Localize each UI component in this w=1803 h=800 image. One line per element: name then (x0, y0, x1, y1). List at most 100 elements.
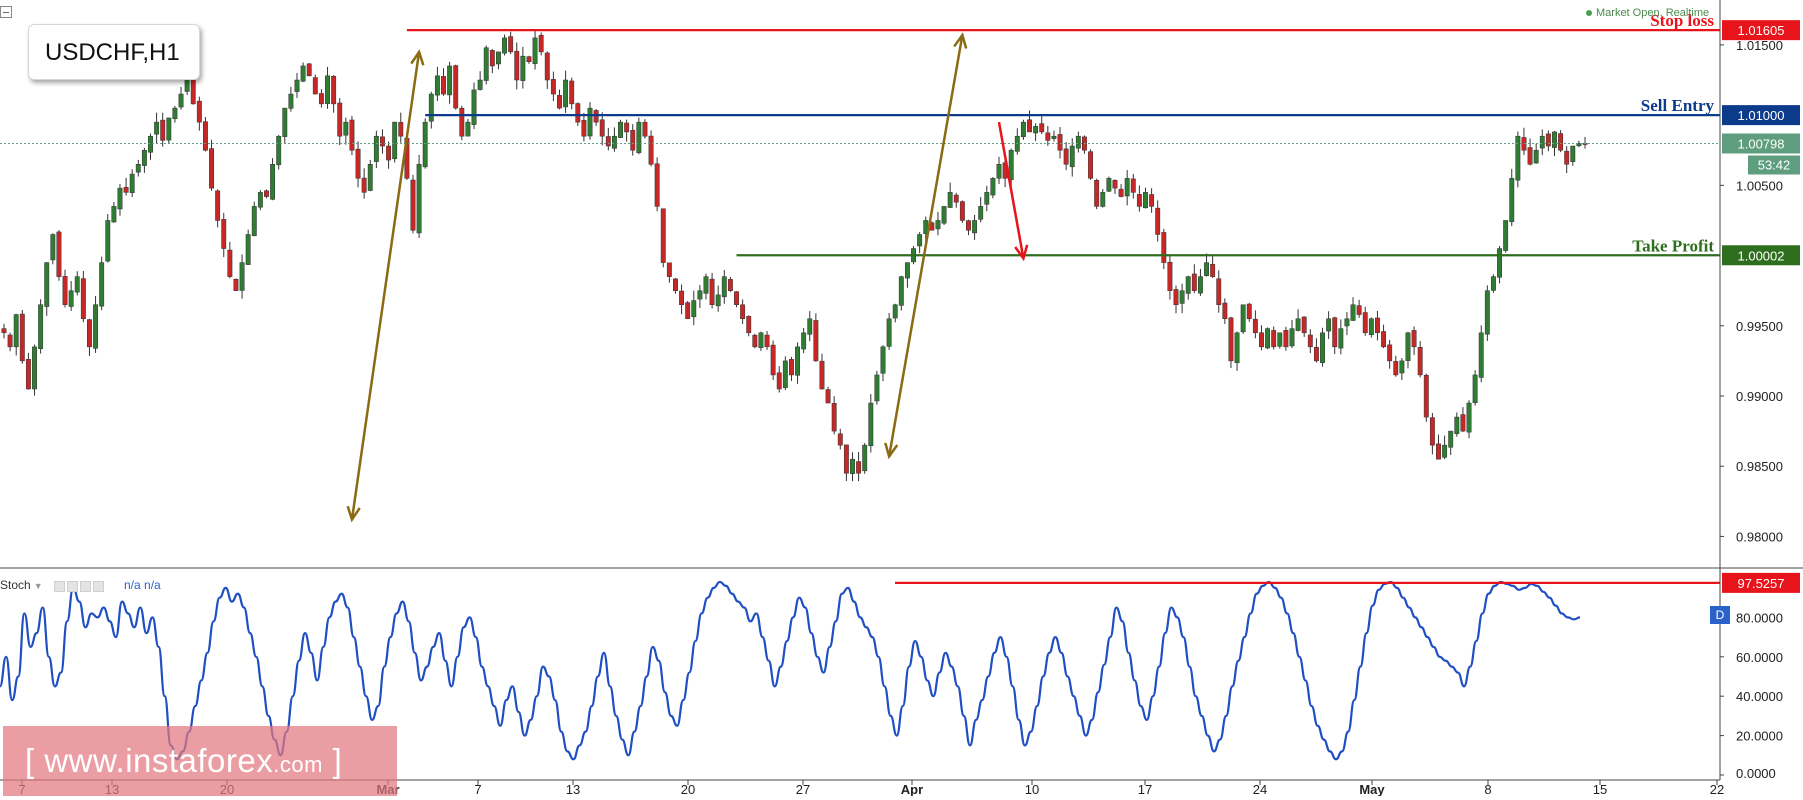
candle-body (1307, 334, 1313, 348)
candle-body (1472, 374, 1478, 404)
candle (593, 109, 599, 126)
candle-body (538, 35, 544, 53)
candle-body (453, 65, 459, 109)
candle (862, 442, 868, 474)
stoch-tick-label: 20.0000 (1736, 729, 1783, 744)
candle (856, 452, 862, 482)
candle (947, 182, 953, 208)
more-icon[interactable] (93, 581, 104, 592)
candle-body (1466, 402, 1472, 433)
level-name-stop: Stop loss (1650, 11, 1714, 30)
eye-icon[interactable] (54, 581, 65, 592)
candle-body (477, 79, 483, 90)
candle-body (1051, 135, 1057, 139)
indicator-values: n/a n/a (124, 578, 161, 592)
candle-body (502, 37, 507, 54)
candle-body (654, 163, 660, 207)
candle (1179, 283, 1185, 314)
candle-body (367, 164, 373, 191)
candle (959, 200, 965, 223)
candle-body (129, 173, 135, 193)
level-name-profit: Take Profit (1632, 236, 1714, 255)
candle (917, 232, 923, 254)
candle (1326, 311, 1332, 339)
settings-icon[interactable] (67, 581, 78, 592)
candle-body (1185, 276, 1191, 294)
candle (306, 63, 312, 77)
candle-body (306, 63, 312, 77)
candle (32, 344, 37, 396)
candle (807, 311, 813, 342)
candle-body (318, 93, 324, 105)
candle (776, 366, 782, 393)
candle (1020, 119, 1026, 140)
candle-body (550, 79, 556, 95)
indicator-tools (54, 579, 106, 597)
candle (166, 117, 172, 144)
candle (1197, 268, 1203, 296)
candle-body (123, 187, 129, 193)
candle-body (1106, 178, 1112, 192)
indicator-name[interactable]: Stoch ▼ (0, 578, 43, 592)
remove-icon[interactable] (80, 581, 91, 592)
candle (1173, 285, 1179, 314)
candle-body (270, 164, 276, 200)
collapse-icon[interactable] (0, 6, 12, 18)
candle-body (1124, 178, 1130, 197)
candle-body (734, 291, 739, 305)
candle (123, 177, 129, 196)
candle-body (703, 276, 709, 294)
candle (300, 62, 306, 83)
candle (172, 105, 178, 123)
candle-body (1094, 180, 1100, 207)
indicator-name-text: Stoch (0, 578, 31, 592)
candle (1509, 168, 1515, 227)
candle (550, 71, 556, 102)
candle (44, 262, 50, 316)
candle-body (93, 304, 99, 349)
candle-body (276, 135, 282, 166)
price-tag-text-stop: 1.01605 (1738, 23, 1785, 38)
chevron-down-icon[interactable]: ▼ (33, 581, 43, 591)
candle-body (50, 234, 56, 261)
candle (978, 197, 984, 223)
candle (691, 290, 697, 326)
candle-body (160, 119, 166, 141)
price-tag-stop (1722, 20, 1800, 41)
candle-body (843, 444, 849, 474)
candle (1088, 149, 1094, 180)
candle (386, 141, 392, 169)
candle-body (62, 276, 68, 305)
stoch-level-tag (1722, 572, 1800, 593)
candle (1149, 188, 1155, 213)
candle (117, 184, 123, 216)
symbol-label[interactable]: USDCHF,H1 (28, 24, 200, 80)
candle-body (1356, 305, 1362, 315)
candle-body (1320, 332, 1325, 363)
candle (1222, 298, 1228, 325)
candle (154, 112, 160, 144)
candle-body (569, 80, 575, 105)
candle-body (508, 36, 514, 53)
candle (538, 32, 544, 56)
candle-body (1197, 276, 1203, 294)
candle-body (1326, 318, 1332, 332)
candle (1265, 327, 1271, 350)
candle-body (117, 187, 123, 210)
candle-body (801, 332, 807, 350)
candle (1277, 332, 1283, 349)
candle-body (1283, 330, 1289, 348)
candle-body (392, 121, 398, 160)
candle-body (740, 304, 746, 320)
candle (1, 323, 7, 339)
levels-group: Stop loss 1.01605 Sell Entry 1.01000 Take Pr… (0, 11, 1800, 266)
candle-body (587, 107, 593, 137)
candle-body (1204, 262, 1209, 276)
candle-body (465, 121, 471, 137)
arrows-group (346, 32, 1029, 523)
candle-body (1075, 135, 1081, 149)
candle-body (1069, 145, 1075, 168)
candle-body (202, 121, 208, 151)
candle (1075, 131, 1081, 153)
